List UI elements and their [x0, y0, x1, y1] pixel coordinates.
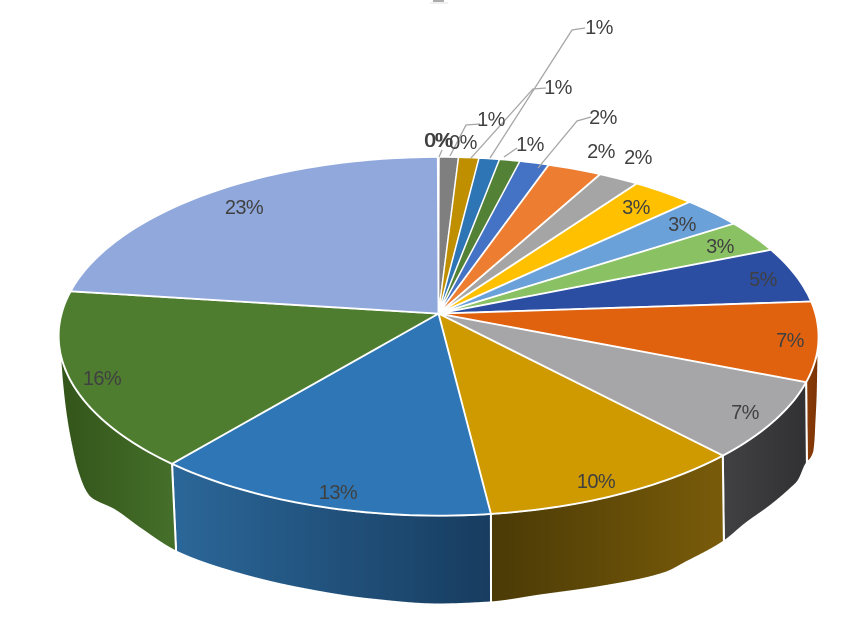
svg-text:7%: 7%: [776, 330, 805, 352]
svg-text:1%: 1%: [516, 134, 545, 156]
svg-text:7%: 7%: [731, 402, 760, 424]
svg-text:10%: 10%: [577, 471, 616, 493]
svg-text:3%: 3%: [668, 214, 697, 236]
svg-text:3%: 3%: [622, 197, 651, 219]
svg-text:2%: 2%: [587, 141, 616, 163]
svg-text:2%: 2%: [624, 147, 653, 169]
svg-text:2%: 2%: [589, 107, 618, 129]
svg-text:5%: 5%: [749, 269, 778, 291]
svg-text:1%: 1%: [477, 109, 506, 131]
svg-text:0%: 0%: [449, 132, 478, 154]
svg-text:0%: 0%: [424, 130, 453, 152]
svg-text:1%: 1%: [585, 17, 614, 39]
svg-text:23%: 23%: [225, 197, 264, 219]
svg-text:3%: 3%: [706, 236, 735, 258]
svg-text:1%: 1%: [544, 77, 573, 99]
svg-text:13%: 13%: [319, 482, 358, 504]
svg-text:16%: 16%: [83, 368, 122, 390]
